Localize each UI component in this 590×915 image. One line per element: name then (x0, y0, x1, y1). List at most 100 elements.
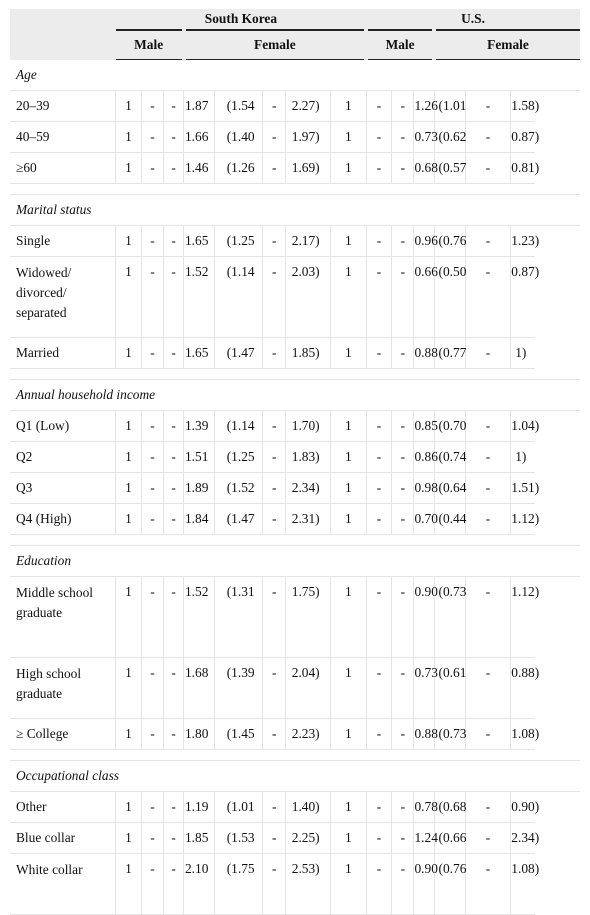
us-male-value: - (391, 822, 415, 854)
us-male-value: 1 (330, 472, 367, 504)
us-female-value: (0.73 (434, 576, 466, 658)
us-female-value: 0.88 (413, 718, 438, 750)
kr-male-value: - (141, 503, 165, 535)
us-female-value: 0.90 (413, 576, 438, 658)
us-female-value: - (465, 152, 512, 184)
country-header-us: U.S. (366, 9, 580, 31)
us-female-value: 0.85 (413, 410, 438, 442)
us-male-value: 1 (330, 441, 367, 473)
us-female-value: 0.98 (413, 472, 438, 504)
table-row: Married 1- -1.65 (1.47-1.85) 1- -0.88 (0.77-1) (10, 337, 580, 369)
us-female-value: - (465, 853, 512, 915)
us-female-value: - (465, 576, 512, 658)
us-female-value: 0.96 (413, 225, 438, 257)
country-header-row: South Korea U.S. (10, 9, 580, 31)
us-female-value: 0.90 (413, 853, 438, 915)
kr-female-value: 1.75) (285, 576, 331, 658)
kr-female-value: - (262, 337, 287, 369)
kr-female-value: (1.26 (214, 152, 264, 184)
us-male-value: 1 (330, 152, 367, 184)
table-row: Widowed/ divorced/ separated 1- -1.52 (1.14… (10, 256, 580, 338)
spacer-cell (10, 368, 580, 380)
us-male-value: - (391, 225, 415, 257)
us-male-value: - (391, 90, 415, 122)
kr-female-value: - (262, 822, 287, 854)
kr-male-value: - (163, 337, 185, 369)
us-female-value: 1.08) (510, 718, 539, 750)
spacer-cell (10, 183, 580, 195)
kr-female-value: 1.66 (183, 121, 216, 153)
kr-male-value: - (141, 152, 165, 184)
row-label: Married (10, 337, 117, 369)
table-row: Blue collar 1- -1.85 (1.53-2.25) 1- -1.24 (0.6… (10, 822, 580, 854)
us-male-value: - (391, 791, 415, 823)
us-female-value: (0.44 (434, 503, 466, 535)
us-male-value: - (366, 90, 393, 122)
sex-header-us-male: Male (364, 30, 434, 60)
kr-female-value: 2.34) (285, 472, 331, 504)
kr-female-value: 1.52 (183, 576, 216, 658)
row-label: 20–39 (10, 90, 117, 122)
kr-female-value: (1.25 (214, 225, 264, 257)
spacer-cell (10, 534, 580, 546)
kr-male-value: - (163, 441, 185, 473)
table-row: White collar 1- -2.10 (1.75-2.53) 1- -0.90 (0.… (10, 853, 580, 915)
kr-female-value: 2.10 (183, 853, 216, 915)
us-female-value: 1.12) (510, 503, 539, 535)
kr-female-value: 1.70) (285, 410, 331, 442)
kr-male-value: - (163, 503, 185, 535)
us-female-value: 0.66 (413, 256, 438, 338)
kr-male-value: - (163, 657, 185, 719)
kr-male-value: - (141, 791, 165, 823)
sex-header-kr-female: Female (181, 30, 367, 60)
kr-female-value: 2.17) (285, 225, 331, 257)
us-male-value: - (366, 791, 393, 823)
kr-female-value: (1.14 (214, 410, 264, 442)
kr-male-value: 1 (115, 503, 142, 535)
sex-header-us-female: Female (432, 30, 580, 60)
kr-male-value: - (141, 121, 165, 153)
us-female-value: 0.68 (413, 152, 438, 184)
kr-male-value: 1 (115, 822, 142, 854)
us-male-value: 1 (330, 657, 367, 719)
us-female-value: 1.04) (510, 410, 539, 442)
us-male-value: 1 (330, 791, 367, 823)
us-female-value: 0.87) (510, 256, 539, 338)
kr-male-value: - (163, 822, 185, 854)
kr-female-value: 1.87 (183, 90, 216, 122)
section-header-row: Education (10, 545, 580, 577)
section-header-row: Age (10, 59, 580, 91)
kr-female-value: 1.40) (285, 791, 331, 823)
table-row: High school graduate 1- -1.68 (1.39-2.04) 1-… (10, 657, 580, 719)
kr-female-value: - (262, 472, 287, 504)
us-male-value: - (391, 853, 415, 915)
kr-male-value: - (141, 441, 165, 473)
kr-female-value: (1.01 (214, 791, 264, 823)
kr-male-value: 1 (115, 225, 142, 257)
us-female-value: (0.50 (434, 256, 466, 338)
stub-header-2 (10, 30, 116, 60)
kr-male-value: - (141, 718, 165, 750)
us-female-value: 1.51) (510, 472, 539, 504)
section-spacer (10, 534, 580, 546)
us-female-value: 1.12) (510, 576, 539, 658)
us-female-value: 0.88) (510, 657, 539, 719)
kr-male-value: 1 (115, 441, 142, 473)
us-female-value: - (465, 503, 512, 535)
us-male-value: - (366, 822, 393, 854)
us-female-value: - (465, 90, 512, 122)
kr-female-value: (1.52 (214, 472, 264, 504)
kr-male-value: - (163, 225, 185, 257)
kr-female-value: - (262, 576, 287, 658)
us-female-value: (0.77 (434, 337, 466, 369)
us-female-value: - (465, 822, 512, 854)
kr-male-value: - (163, 152, 185, 184)
row-label: ≥ College (10, 718, 117, 750)
kr-female-value: 2.27) (285, 90, 331, 122)
us-male-value: - (366, 718, 393, 750)
us-female-value: - (465, 472, 512, 504)
kr-male-value: 1 (115, 90, 142, 122)
table-row: ≥ College 1- -1.80 (1.45-2.23) 1- -0.88 (0.73-… (10, 718, 580, 750)
stub-header (10, 9, 116, 30)
us-male-value: - (366, 256, 393, 338)
